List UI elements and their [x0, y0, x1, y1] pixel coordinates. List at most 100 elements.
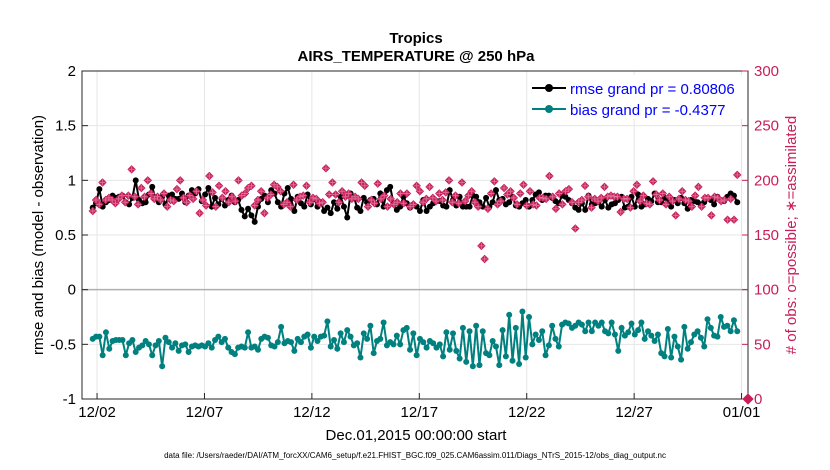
- data-point: [671, 333, 678, 340]
- data-point: [291, 207, 298, 214]
- data-point: [483, 194, 490, 201]
- obs-assimilated-marker: [284, 199, 291, 206]
- obs-assimilated-marker: [640, 192, 647, 199]
- obs-assimilated-marker: [523, 202, 530, 209]
- data-point: [585, 319, 592, 326]
- obs-assimilated-marker: [238, 192, 245, 199]
- data-point: [340, 339, 347, 346]
- data-point: [492, 343, 499, 350]
- data-point: [469, 363, 476, 370]
- obs-assimilated-marker: [711, 193, 718, 200]
- x-tick-label: 12/12: [293, 404, 331, 421]
- obs-possible-marker: [444, 176, 454, 185]
- obs-assimilated-marker: [465, 192, 472, 199]
- data-point: [344, 214, 351, 221]
- data-point: [625, 329, 632, 336]
- data-point: [526, 314, 533, 320]
- obs-assimilated-marker: [705, 194, 712, 201]
- obs-assimilated-marker: [258, 188, 265, 195]
- data-point: [241, 213, 248, 220]
- obs-assimilated-marker: [436, 190, 443, 197]
- obs-possible-marker: [409, 200, 418, 209]
- obs-assimilated-marker: [199, 197, 206, 204]
- data-point: [407, 346, 414, 353]
- data-point: [390, 341, 397, 348]
- obs-possible-marker: [473, 202, 483, 211]
- obs-possible-marker: [302, 181, 311, 191]
- data-point: [231, 351, 238, 358]
- y-right-tick-label: 300: [754, 63, 779, 80]
- obs-assimilated-marker: [455, 200, 462, 207]
- obs-assimilated-marker: [300, 192, 307, 199]
- data-point: [274, 199, 281, 206]
- data-point: [225, 344, 232, 351]
- obs-possible-marker: [425, 182, 434, 192]
- obs-possible-marker: [506, 187, 515, 196]
- y-right-tick-label: 100: [754, 282, 779, 299]
- data-point: [155, 338, 162, 345]
- data-point: [631, 331, 638, 338]
- y-tick-label: -0.5: [50, 336, 76, 353]
- obs-assimilated-marker: [267, 191, 274, 198]
- obs-assimilated-marker: [319, 199, 326, 206]
- obs-assimilated-marker: [497, 198, 504, 205]
- obs-assimilated-marker: [549, 193, 556, 200]
- data-point: [416, 207, 423, 214]
- data-point: [549, 322, 556, 329]
- data-point: [545, 342, 552, 349]
- obs-assimilated-marker: [446, 177, 453, 184]
- obs-assimilated-marker: [552, 205, 559, 212]
- obs-possible-marker: [172, 184, 182, 194]
- obs-possible-marker: [240, 189, 250, 198]
- obs-assimilated-marker: [627, 204, 634, 211]
- obs-assimilated-marker: [718, 198, 725, 205]
- obs-assimilated-marker: [708, 212, 715, 219]
- data-point: [202, 191, 209, 198]
- obs-possible-marker: [146, 189, 156, 198]
- data-point: [159, 363, 166, 370]
- data-point: [142, 199, 149, 206]
- y-right-tick-label: 250: [754, 118, 779, 135]
- obs-assimilated-marker: [504, 191, 511, 198]
- data-point: [162, 334, 169, 341]
- obs-assimilated-marker: [452, 192, 459, 199]
- plot-area: -1 -0.5 0 0.5 1 1.5 2 0 50 100 150 200 250 300 12/02…: [50, 63, 779, 421]
- data-point: [529, 341, 536, 348]
- data-point: [459, 324, 466, 331]
- data-point: [96, 333, 103, 340]
- data-point: [681, 323, 688, 330]
- obs-possible-marker: [392, 197, 402, 207]
- obs-assimilated-marker: [144, 177, 151, 184]
- obs-assimilated-marker: [115, 195, 122, 202]
- obs-assimilated-marker: [458, 179, 465, 186]
- data-point: [370, 350, 377, 357]
- obs-assimilated-marker: [672, 212, 679, 219]
- data-point: [535, 189, 542, 196]
- obs-possible-marker: [499, 183, 509, 193]
- obs-possible-marker: [477, 241, 486, 251]
- data-point: [453, 347, 460, 354]
- data-point: [565, 320, 572, 327]
- obs-assimilated-marker: [394, 199, 401, 206]
- data-point: [212, 194, 219, 201]
- obs-assimilated-marker: [89, 207, 96, 214]
- obs-assimilated-marker: [724, 216, 731, 223]
- y-tick-label: 1.5: [55, 118, 76, 135]
- obs-possible-marker: [360, 181, 370, 191]
- y-right-tick-label: 50: [754, 336, 771, 353]
- obs-assimilated-marker: [264, 194, 271, 201]
- obs-assimilated-marker: [688, 203, 695, 210]
- obs-assimilated-marker: [685, 198, 692, 205]
- data-point: [221, 335, 228, 342]
- data-point: [367, 322, 374, 329]
- obs-possible-marker: [318, 197, 327, 207]
- obs-assimilated-marker: [154, 193, 161, 200]
- obs-assimilated-marker: [203, 202, 210, 209]
- obs-assimilated-marker: [656, 197, 663, 204]
- data-point: [311, 333, 318, 340]
- data-point: [175, 347, 182, 354]
- obs-possible-marker: [143, 176, 153, 185]
- data-point: [582, 328, 589, 335]
- obs-assimilated-marker: [313, 195, 320, 202]
- data-point: [152, 342, 159, 349]
